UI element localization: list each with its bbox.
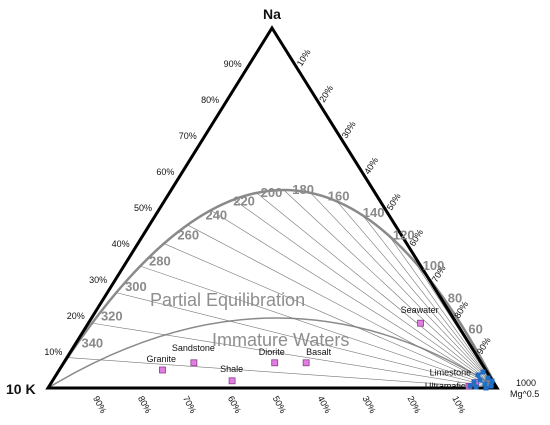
geothermometer-curves: [46, 188, 499, 389]
temperature-label-280: 280: [149, 253, 171, 268]
bottom-tick-1: 90%: [91, 394, 108, 415]
isotherm-line-0: [67, 357, 498, 389]
isotherm-line-6: [210, 210, 498, 389]
temperature-label-240: 240: [205, 208, 227, 223]
temperature-label-300: 300: [125, 279, 147, 294]
right-tick-3: 30%: [340, 119, 358, 140]
sample-point-0: [471, 379, 477, 385]
reference-point-seawater: [417, 319, 424, 327]
immature-waters-curve: [47, 317, 498, 389]
reference-label-sandstone: Sandstone: [172, 343, 215, 353]
left-tick-1: 10%: [44, 347, 62, 357]
reference-label-granite: Granite: [146, 354, 176, 364]
region-label-partial-equilibration: Partial Equilibration: [150, 290, 305, 310]
reference-label-shale: Shale: [220, 364, 243, 374]
isotherm-line-9: [283, 189, 498, 389]
left-tick-4: 40%: [112, 239, 130, 249]
triangle-frame: [45, 25, 500, 390]
sample-point-9: [489, 378, 495, 384]
chart-labels: Na 10 K 1000 Mg^0.5 Partial Equilibratio…: [6, 6, 539, 399]
isotherm-line-12: [362, 215, 498, 389]
vertex-label-k: 10 K: [6, 381, 36, 397]
temperature-label-260: 260: [177, 228, 199, 243]
vertex-label-na: Na: [263, 6, 281, 22]
temperature-label-120: 120: [393, 228, 415, 243]
bottom-tick-8: 20%: [405, 394, 422, 415]
sample-point-4: [485, 375, 491, 381]
reference-point-diorite: [271, 359, 279, 367]
reference-point-shale: [228, 377, 236, 385]
left-tick-5: 50%: [134, 203, 152, 213]
sample-point-10: [473, 384, 479, 390]
left-tick-9: 90%: [224, 59, 242, 69]
isotherm-line-5: [187, 224, 498, 389]
reference-point-granite: [159, 366, 166, 374]
left-tick-2: 20%: [67, 311, 85, 321]
sample-point-2: [482, 381, 488, 387]
bottom-tick-2: 80%: [136, 394, 153, 415]
sample-point-7: [467, 383, 473, 389]
temperature-label-100: 100: [423, 258, 445, 273]
isotherm-line-1: [92, 322, 498, 389]
sample-point-6: [488, 383, 494, 389]
axis-ticks: 10%20%30%40%50%60%70%80%90% 10%20%30%40%5…: [44, 47, 492, 414]
isotherm-line-2: [116, 292, 498, 389]
isotherm-line-13: [388, 235, 498, 389]
isotherm-line-8: [256, 192, 498, 389]
vertex-label-mg-line1: 1000: [516, 378, 536, 388]
temperature-label-180: 180: [292, 182, 314, 197]
temperature-label-60: 60: [468, 322, 482, 337]
bottom-tick-9: 10%: [450, 394, 467, 415]
reference-label-diorite: Diorite: [259, 347, 285, 357]
left-tick-7: 70%: [179, 131, 197, 141]
reference-point-sandstone: [190, 359, 198, 367]
right-tick-9: 90%: [475, 335, 493, 356]
right-tick-1: 10%: [295, 47, 313, 68]
bottom-tick-5: 50%: [271, 394, 288, 415]
left-tick-3: 30%: [89, 275, 107, 285]
isotherm-line-4: [163, 243, 498, 389]
temperature-label-320: 320: [101, 309, 123, 324]
temperature-label-200: 200: [261, 185, 283, 200]
reference-label-seawater: Seawater: [401, 305, 439, 315]
temperature-label-160: 160: [328, 188, 350, 203]
reference-point-basalt: [302, 359, 310, 367]
temperature-label-220: 220: [233, 193, 255, 208]
reference-label-basalt: Basalt: [306, 347, 332, 357]
bottom-tick-3: 70%: [181, 394, 198, 415]
right-tick-2: 20%: [317, 83, 335, 104]
sample-point-1: [477, 377, 483, 383]
reference-label-ultramafic: Ultramafic: [425, 381, 466, 391]
left-tick-8: 80%: [201, 95, 219, 105]
bottom-tick-4: 60%: [226, 394, 243, 415]
sample-point-5: [480, 369, 486, 375]
sample-point-3: [475, 372, 481, 378]
isotherm-line-7: [233, 199, 498, 389]
left-tick-6: 60%: [156, 167, 174, 177]
full-equilibrium-curve: [46, 188, 499, 389]
isotherm-line-10: [310, 192, 498, 389]
region-label-immature-waters: Immature Waters: [212, 330, 349, 350]
temperature-label-140: 140: [363, 205, 385, 220]
temperature-label-80: 80: [448, 290, 462, 305]
bottom-tick-7: 30%: [361, 394, 378, 415]
isotherm-line-3: [140, 265, 498, 389]
vertex-label-mg-line2: Mg^0.5: [510, 389, 539, 399]
reference-label-limestone: Limestone: [430, 368, 472, 378]
bottom-tick-6: 40%: [316, 394, 333, 415]
temperature-label-340: 340: [81, 335, 103, 350]
right-tick-5: 50%: [385, 191, 403, 212]
sample-point-8: [483, 385, 489, 391]
isotherm-line-11: [336, 201, 498, 389]
right-tick-4: 40%: [362, 155, 380, 176]
